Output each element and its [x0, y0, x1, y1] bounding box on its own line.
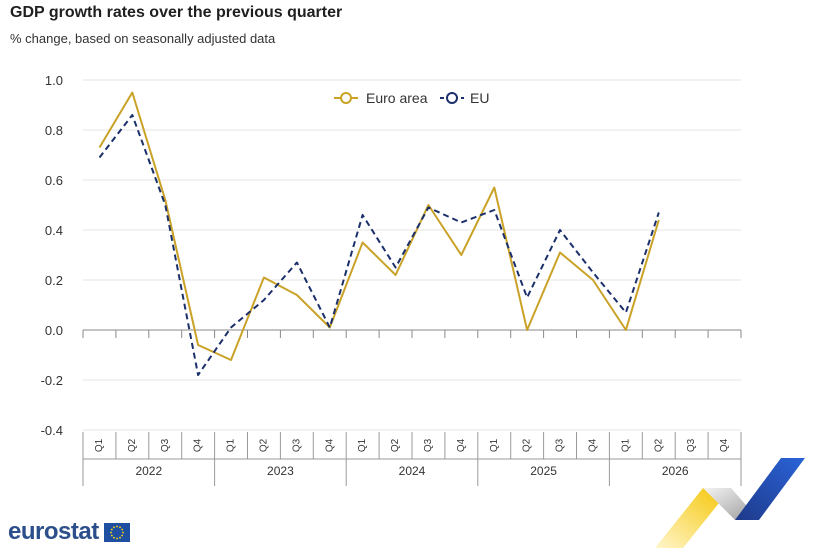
legend[interactable]: Euro area EU: [334, 90, 489, 106]
quarter-tick-label: Q1: [94, 438, 105, 452]
y-tick-label: 0.6: [45, 173, 63, 188]
quarter-tick-label: Q2: [127, 438, 138, 452]
quarter-tick-label: Q3: [555, 438, 566, 452]
grid-lines: 1.0 0.8 0.6 0.4 0.2 0.0 -0.2 -0.4: [41, 73, 742, 438]
series-line-eu[interactable]: [98, 114, 660, 376]
x-axis: Q1 Q2 Q3 Q4 Q1 Q2 Q3 Q4 Q1 Q2 Q3 Q4 Q1 Q2 Q3 Q4 Q1 Q2 Q3 Q4…: [82, 432, 742, 486]
quarter-tick-label: Q1: [357, 438, 368, 452]
year-tick-label: 2023: [267, 464, 294, 478]
legend-euro-area-marker: [340, 92, 352, 104]
y-tick-label: 0.8: [45, 123, 63, 138]
quarter-tick-label: Q4: [193, 438, 204, 452]
year-tick-label: 2024: [399, 464, 426, 478]
quarter-tick-label: Q1: [226, 438, 237, 452]
quarter-tick-label: Q2: [522, 438, 533, 452]
y-tick-label: 0.4: [45, 223, 63, 238]
quarter-tick-label: Q1: [489, 438, 500, 452]
y-tick-label: 0.2: [45, 273, 63, 288]
y-tick-label: -0.4: [41, 423, 63, 438]
legend-eu-label[interactable]: EU: [470, 90, 489, 106]
chart-title: GDP growth rates over the previous quart…: [10, 4, 343, 21]
quarter-tick-label: Q3: [291, 438, 302, 452]
year-tick-label: 2025: [530, 464, 557, 478]
quarter-tick-label: Q3: [160, 438, 171, 452]
quarter-tick-label: Q3: [423, 438, 434, 452]
y-tick-label: 0.0: [45, 323, 63, 338]
chart-subtitle: % change, based on seasonally adjusted d…: [10, 31, 276, 46]
logo-text: eurostat: [8, 518, 99, 545]
quarter-tick-label: Q4: [719, 438, 730, 452]
year-tick-label: 2022: [135, 464, 162, 478]
y-tick-label: -0.2: [41, 373, 63, 388]
y-tick-label: 1.0: [45, 73, 63, 88]
legend-euro-area-label[interactable]: Euro area: [366, 90, 428, 106]
quarter-tick-label: Q2: [258, 438, 269, 452]
quarter-tick-label: Q4: [587, 438, 598, 452]
series-line-euro-area[interactable]: [98, 91, 660, 361]
eurostat-logo: eurostat: [8, 518, 130, 546]
quarter-tick-label: Q4: [456, 438, 467, 452]
year-tick-label: 2026: [662, 464, 689, 478]
decorative-ribbon: [655, 458, 805, 548]
legend-eu-marker: [446, 92, 458, 104]
quarter-tick-label: Q4: [324, 438, 335, 452]
eu-flag-icon: [103, 522, 130, 542]
series-lines: [98, 91, 660, 376]
quarter-tick-label: Q2: [390, 438, 401, 452]
quarter-tick-label: Q2: [653, 438, 664, 452]
quarter-tick-label: Q1: [620, 438, 631, 452]
quarter-tick-label: Q3: [686, 438, 697, 452]
